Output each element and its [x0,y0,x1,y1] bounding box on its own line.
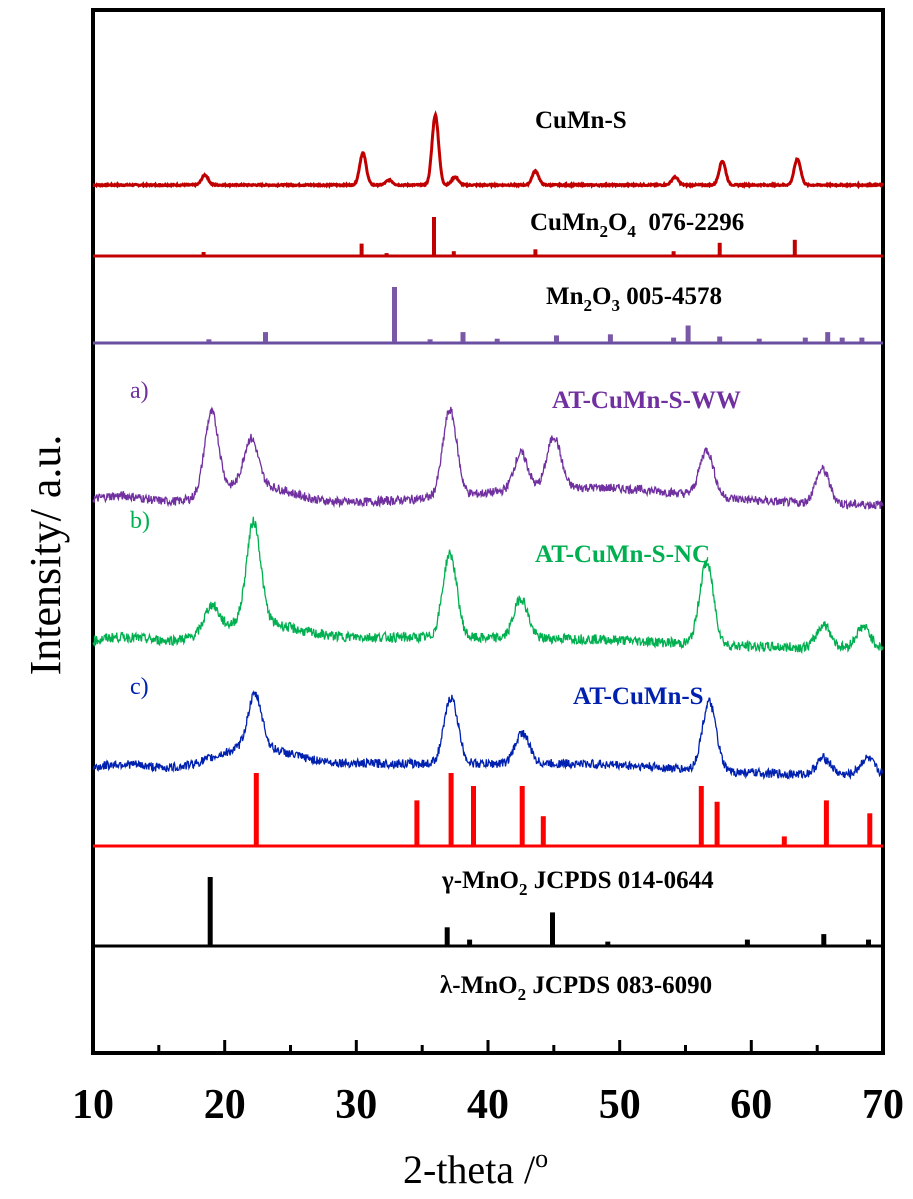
x-tick-label-40: 40 [467,1082,509,1128]
series-label-at-cumn-s: AT-CuMn-S [573,683,704,710]
ref-label-lambda-mno2: λ-MnO2 JCPDS 083-6090 [440,972,712,1004]
x-axis-ticks [91,1040,885,1053]
x-tick-label-50: 50 [599,1082,641,1128]
series-line-at-cumn-s-ww [92,406,884,510]
x-tick-label-60: 60 [730,1082,772,1128]
x-axis-label: 2-theta /o [403,1144,548,1192]
series-prefix-c: c) [130,674,149,700]
series-label-at-cumn-s-nc: AT-CuMn-S-NC [535,541,710,568]
series-line-cumn-s [92,110,885,190]
ref-label-mn2o3: Mn2O3 005-4578 [546,283,722,315]
series-label-cumn-s: CuMn-S [535,107,627,134]
xrd-curves [92,110,885,780]
x-axis-tick-labels: 10 20 30 40 50 60 70 [72,1082,904,1128]
series-line-at-cumn-s-nc [92,516,884,654]
x-tick-label-10: 10 [72,1082,114,1128]
series-line-at-cumn-s [92,690,884,780]
ref-label-cumn2o4: CuMn2O4 076-2296 [530,209,744,241]
series-label-at-cumn-s-ww: AT-CuMn-S-WW [552,387,741,414]
y-axis-label: Intensity/ a.u. [21,435,70,676]
x-tick-label-70: 70 [862,1082,904,1128]
series-prefix-b: b) [130,508,150,534]
x-tick-label-30: 30 [335,1082,377,1128]
series-prefix-a: a) [130,378,149,404]
ref-label-gamma-mno2: γ-MnO2 JCPDS 014-0644 [441,867,714,899]
x-tick-label-20: 20 [204,1082,246,1128]
reference-lines [201,217,873,945]
